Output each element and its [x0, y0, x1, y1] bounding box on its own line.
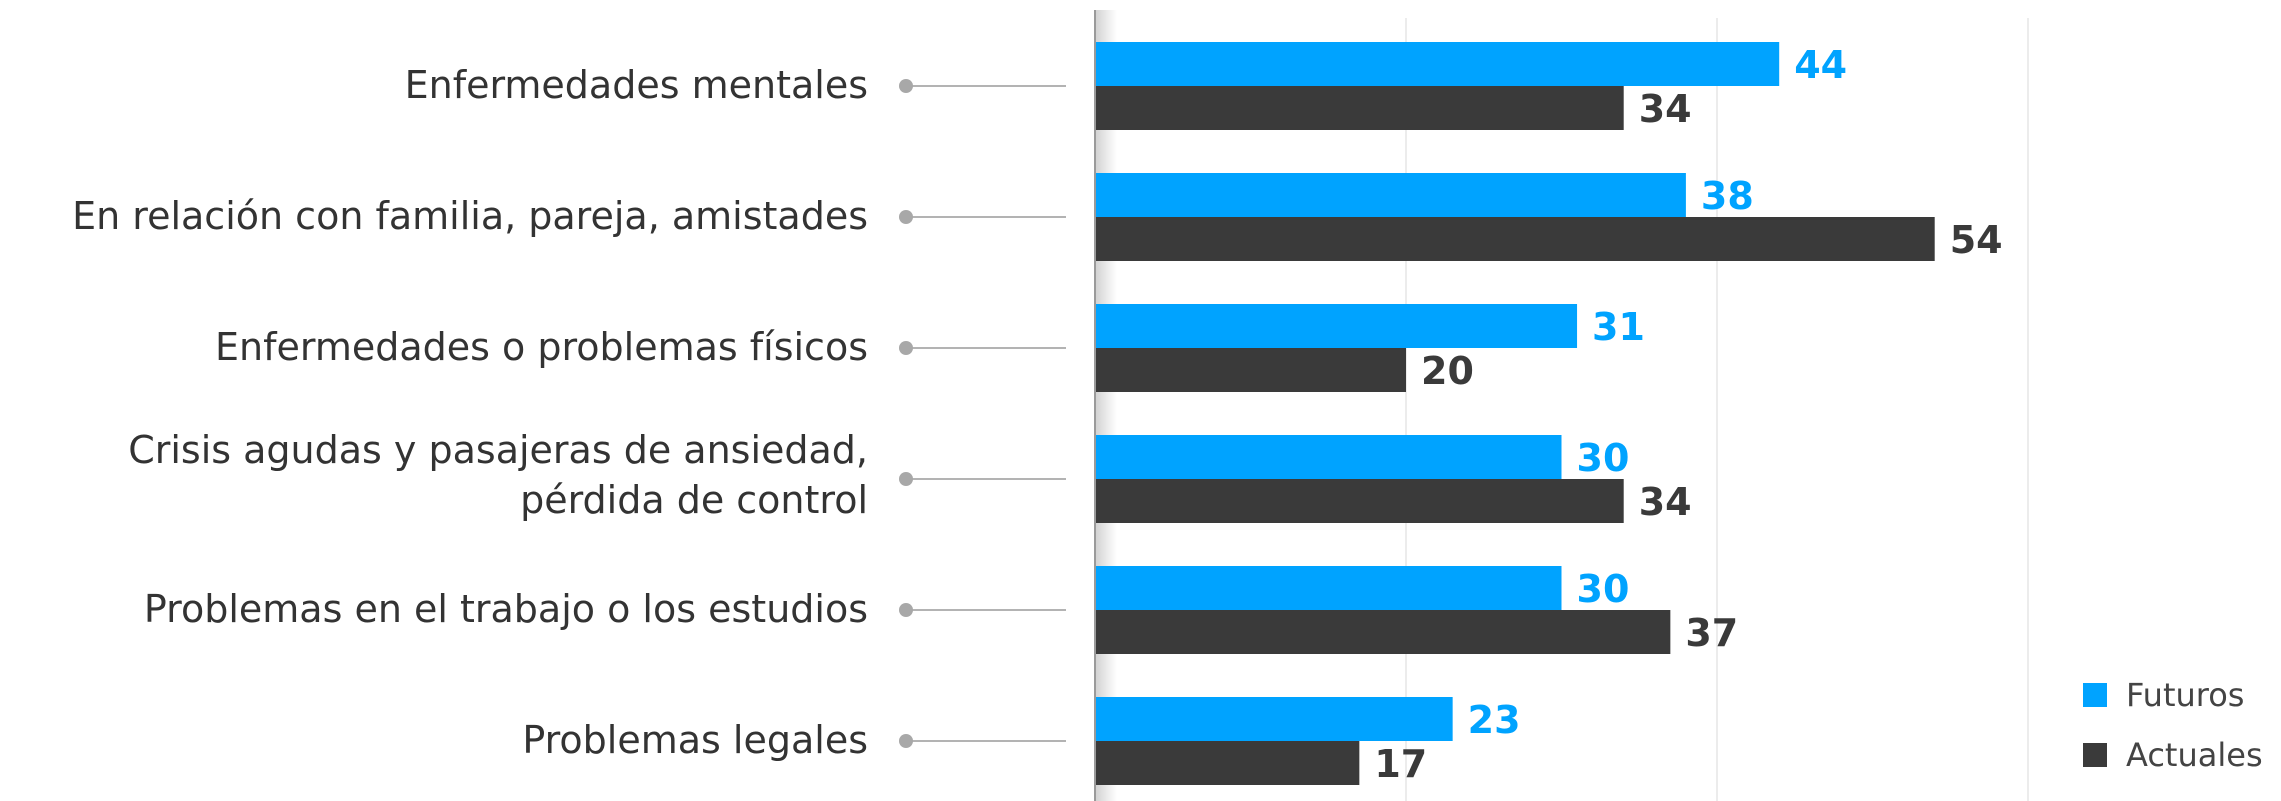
- legend-label-futuros: Futuros: [2126, 676, 2244, 714]
- leader-dot: [899, 210, 913, 224]
- leader-dot: [899, 603, 913, 617]
- bar-actuales-3: [1095, 479, 1624, 523]
- value-label-futuros-4: 30: [1577, 567, 1630, 611]
- bar-futuros-1: [1095, 173, 1686, 217]
- category-label: Enfermedades o problemas físicos: [215, 325, 868, 369]
- value-label-actuales-5: 17: [1374, 742, 1427, 786]
- legend-label-actuales: Actuales: [2126, 736, 2263, 774]
- category-label: En relación con familia, pareja, amistad…: [72, 194, 868, 238]
- bar-futuros-2: [1095, 304, 1578, 348]
- bar-actuales-4: [1095, 610, 1671, 654]
- category-label: Problemas legales: [522, 718, 868, 762]
- bar-futuros-0: [1095, 42, 1780, 86]
- bar-actuales-0: [1095, 86, 1624, 130]
- value-label-futuros-0: 44: [1794, 43, 1847, 87]
- value-label-actuales-0: 34: [1639, 87, 1692, 131]
- legend-swatch-futuros: [2083, 683, 2107, 707]
- bar-actuales-2: [1095, 348, 1406, 392]
- value-label-actuales-1: 54: [1950, 218, 2003, 262]
- value-label-actuales-4: 37: [1685, 611, 1738, 655]
- value-label-futuros-3: 30: [1577, 436, 1630, 480]
- category-label: Problemas en el trabajo o los estudios: [144, 587, 868, 631]
- bar-futuros-4: [1095, 566, 1562, 610]
- category-label: pérdida de control: [520, 478, 868, 522]
- legend-swatch-actuales: [2083, 743, 2107, 767]
- bar-actuales-5: [1095, 741, 1360, 785]
- bar-futuros-3: [1095, 435, 1562, 479]
- leader-dot: [899, 79, 913, 93]
- legend: Futuros Actuales: [2083, 676, 2263, 774]
- bar-actuales-1: [1095, 217, 1935, 261]
- leader-dot: [899, 472, 913, 486]
- bar-futuros-5: [1095, 697, 1453, 741]
- value-label-actuales-2: 20: [1421, 349, 1474, 393]
- value-label-futuros-1: 38: [1701, 174, 1754, 218]
- leader-dot: [899, 734, 913, 748]
- leader-dot: [899, 341, 913, 355]
- category-labels: Enfermedades mentales En relación con fam…: [72, 63, 1066, 762]
- gridlines: [1405, 18, 2029, 801]
- value-label-futuros-5: 23: [1468, 698, 1521, 742]
- category-label: Enfermedades mentales: [405, 63, 868, 107]
- value-label-actuales-3: 34: [1639, 480, 1692, 524]
- category-label: Crisis agudas y pasajeras de ansiedad,: [128, 428, 868, 472]
- value-label-futuros-2: 31: [1592, 305, 1645, 349]
